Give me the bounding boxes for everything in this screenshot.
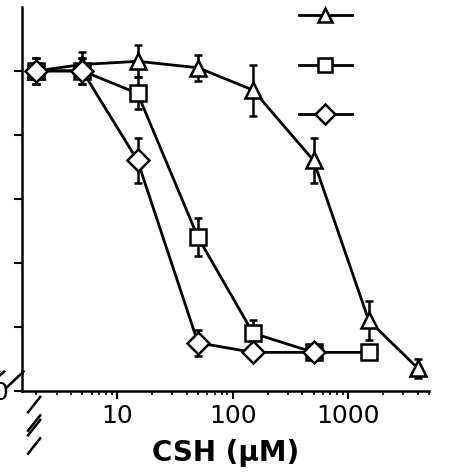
X-axis label: CSH (μM): CSH (μM) xyxy=(152,439,299,467)
